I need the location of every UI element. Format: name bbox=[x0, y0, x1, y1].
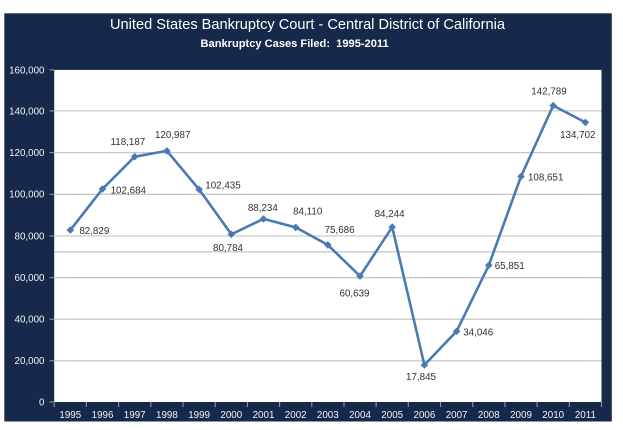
svg-text:102,684: 102,684 bbox=[111, 185, 147, 196]
svg-text:0: 0 bbox=[39, 397, 45, 408]
svg-text:2005: 2005 bbox=[381, 410, 403, 421]
svg-text:1996: 1996 bbox=[92, 410, 114, 421]
svg-text:1995: 1995 bbox=[59, 410, 81, 421]
svg-text:60,000: 60,000 bbox=[15, 273, 46, 284]
svg-text:108,651: 108,651 bbox=[528, 173, 563, 184]
svg-text:2003: 2003 bbox=[317, 410, 339, 421]
svg-text:84,244: 84,244 bbox=[375, 209, 406, 220]
svg-text:88,234: 88,234 bbox=[248, 203, 279, 214]
svg-text:84,110: 84,110 bbox=[293, 207, 323, 218]
svg-text:120,000: 120,000 bbox=[9, 148, 45, 159]
svg-text:60,639: 60,639 bbox=[340, 288, 370, 299]
svg-text:100,000: 100,000 bbox=[9, 190, 45, 201]
svg-text:Bankruptcy Cases Filed: 1995-: Bankruptcy Cases Filed: 1995-2011 bbox=[201, 38, 389, 50]
svg-text:2008: 2008 bbox=[478, 410, 500, 421]
svg-text:65,851: 65,851 bbox=[495, 261, 525, 272]
svg-text:2010: 2010 bbox=[542, 410, 564, 421]
svg-text:2007: 2007 bbox=[446, 410, 468, 421]
svg-text:1998: 1998 bbox=[156, 410, 178, 421]
svg-text:120,987: 120,987 bbox=[155, 130, 190, 141]
svg-text:2001: 2001 bbox=[253, 410, 275, 421]
svg-text:160,000: 160,000 bbox=[9, 65, 45, 76]
svg-text:118,187: 118,187 bbox=[111, 137, 146, 148]
svg-text:2000: 2000 bbox=[220, 410, 242, 421]
svg-text:2006: 2006 bbox=[414, 410, 436, 421]
svg-text:2004: 2004 bbox=[349, 410, 371, 421]
svg-text:United States Bankruptcy Court: United States Bankruptcy Court - Central… bbox=[110, 17, 506, 33]
svg-text:80,000: 80,000 bbox=[15, 231, 46, 242]
svg-text:34,046: 34,046 bbox=[463, 327, 494, 338]
svg-text:17,845: 17,845 bbox=[406, 372, 437, 383]
svg-text:20,000: 20,000 bbox=[15, 356, 46, 367]
svg-text:142,789: 142,789 bbox=[531, 86, 566, 97]
svg-text:1997: 1997 bbox=[124, 410, 146, 421]
svg-text:102,435: 102,435 bbox=[205, 181, 241, 192]
svg-text:75,686: 75,686 bbox=[325, 225, 356, 236]
svg-text:1999: 1999 bbox=[188, 410, 210, 421]
svg-text:40,000: 40,000 bbox=[15, 315, 46, 326]
svg-text:80,784: 80,784 bbox=[213, 243, 244, 254]
svg-text:134,702: 134,702 bbox=[560, 130, 595, 141]
svg-text:2002: 2002 bbox=[285, 410, 307, 421]
svg-text:2009: 2009 bbox=[510, 410, 532, 421]
svg-text:140,000: 140,000 bbox=[9, 106, 45, 117]
svg-text:82,829: 82,829 bbox=[79, 226, 109, 237]
svg-text:2011: 2011 bbox=[575, 410, 596, 421]
